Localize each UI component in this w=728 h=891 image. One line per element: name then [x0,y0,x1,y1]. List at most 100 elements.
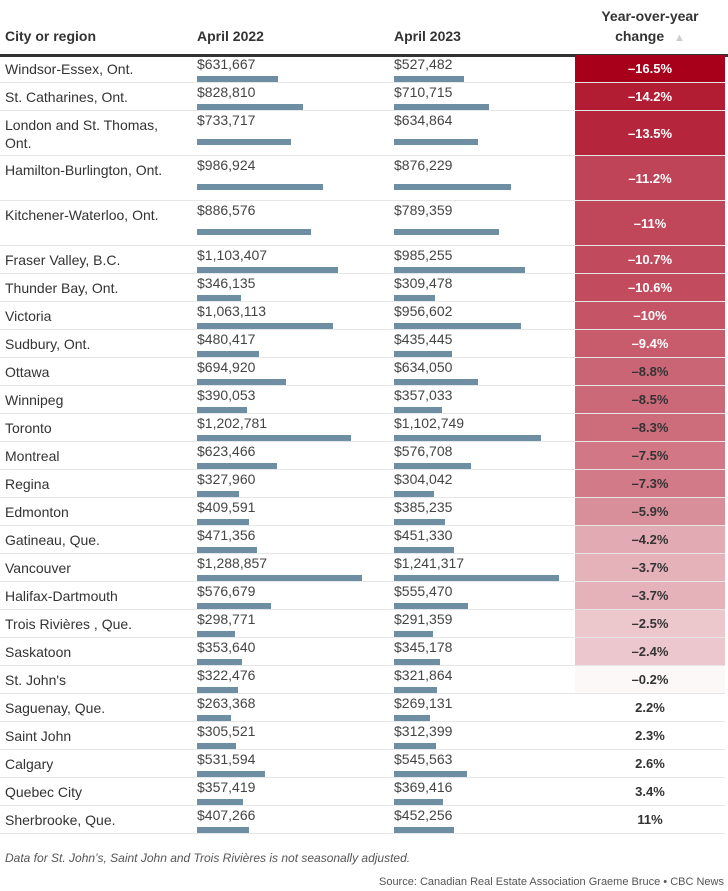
source-credit: Source: Canadian Real Estate Association… [378,876,724,888]
city-name: Thunder Bay, Ont. [5,280,119,296]
table-row: Victoria $1,063,113 $956,602 –10% [0,302,725,330]
price-2023: $527,482 [394,56,453,72]
table-header: City or region April 2022 April 2023 Yea… [0,0,728,57]
bar-2022 [197,139,291,145]
bar-2022 [197,799,243,805]
city-name: Gatineau, Que. [5,532,100,548]
city-name: Vancouver [5,560,71,576]
table-row: Montreal $623,466 $576,708 –7.5% [0,442,725,470]
price-2022: $886,576 [197,202,256,218]
table-row: Thunder Bay, Ont. $346,135 $309,478 –10.6% [0,274,725,302]
footnote: Data for St. John’s, Saint John and Troi… [5,851,411,865]
price-2023: $634,050 [394,359,453,375]
bar-2022 [197,184,324,190]
city-name: Ottawa [5,364,50,380]
table-row: Quebec City $357,419 $369,416 3.4% [0,778,725,806]
price-2023: $985,255 [394,247,453,263]
bar-2023 [394,547,454,553]
city-name: Regina [5,476,50,492]
price-2022: $733,717 [197,112,256,128]
price-2022: $346,135 [197,275,256,291]
header-change-line2[interactable]: change ▲ [575,28,725,44]
bar-2022 [197,295,242,301]
table-row: Ottawa $694,920 $634,050 –8.8% [0,358,725,386]
bar-2023 [394,631,433,637]
city-name: Windsor-Essex, Ont. [5,61,134,77]
change-cell: –8.8% [575,358,725,385]
price-2022: $1,103,407 [197,247,268,263]
city-name: St. John's [5,672,67,688]
price-2022: $390,053 [197,387,256,403]
bar-2023 [394,407,442,413]
price-2022: $986,924 [197,157,256,173]
price-2023: $789,359 [394,202,453,218]
bar-2023 [394,295,436,301]
city-name: Winnipeg [5,392,64,408]
bar-2022 [197,104,304,110]
bar-2022 [197,379,286,385]
price-2023: $357,033 [394,387,453,403]
bar-2023 [394,267,525,273]
table-row: Winnipeg $390,053 $357,033 –8.5% [0,386,725,414]
bar-2023 [394,435,541,441]
city-name: Toronto [5,420,52,436]
table-row: Saguenay, Que. $263,368 $269,131 2.2% [0,694,725,722]
city-name: Hamilton-Burlington, Ont. [5,162,163,178]
price-2023: $304,042 [394,471,453,487]
table-row: St. Catharines, Ont. $828,810 $710,715 –14.… [0,83,725,111]
price-2022: $407,266 [197,807,256,823]
bar-2023 [394,229,499,235]
change-cell: –9.4% [575,330,725,357]
table-row: Windsor-Essex, Ont. $631,667 $527,482 –16.5… [0,55,725,83]
city-name: Trois Rivières , Que. [5,616,133,632]
change-cell: –7.5% [575,442,725,469]
city-name: Kitchener-Waterloo, Ont. [5,207,159,223]
price-2023: $452,256 [394,807,453,823]
table-row: Sudbury, Ont. $480,417 $435,445 –9.4% [0,330,725,358]
price-2022: $1,063,113 [197,303,267,319]
table-row: Fraser Valley, B.C. $1,103,407 $985,255 –10… [0,246,725,274]
bar-2022 [197,743,237,749]
table-row: Toronto $1,202,781 $1,102,749 –8.3% [0,414,725,442]
header-april-2022[interactable]: April 2022 [197,28,264,44]
change-cell: –8.3% [575,414,725,441]
change-cell: –0.2% [575,666,725,693]
price-2022: $263,368 [197,695,256,711]
bar-2023 [394,575,559,581]
header-change[interactable]: Year-over-year [601,8,699,24]
city-name: Saguenay, Que. [5,700,106,716]
bar-2023 [394,76,465,82]
table-row: London and St. Thomas, Ont. $733,717 $634,… [0,111,725,156]
change-cell: –11% [575,201,725,245]
sort-ascending-icon[interactable]: ▲ [674,32,685,44]
bar-2022 [197,631,236,637]
city-name: Quebec City [5,784,83,800]
price-2023: $369,416 [394,779,453,795]
bar-2023 [394,184,511,190]
price-2023: $309,478 [394,275,453,291]
bar-2023 [394,323,522,329]
header-april-2023[interactable]: April 2023 [394,28,461,44]
price-2022: $357,419 [197,779,256,795]
table-row: Saskatoon $353,640 $345,178 –2.4% [0,638,725,666]
change-cell: –2.5% [575,610,725,637]
bar-2022 [197,575,362,581]
price-2023: $576,708 [394,443,453,459]
change-cell: –11.2% [575,156,725,200]
city-name: Sudbury, Ont. [5,336,91,352]
bar-2022 [197,229,311,235]
change-cell: –16.5% [575,55,725,82]
bar-2023 [394,827,455,833]
change-cell: –10.7% [575,246,725,273]
bar-2022 [197,659,243,665]
table-row: St. John's $322,476 $321,864 –0.2% [0,666,725,694]
change-cell: 2.3% [635,728,665,743]
change-cell: –3.7% [575,554,725,581]
price-2022: $298,771 [197,611,256,627]
price-2023: $634,864 [394,112,453,128]
city-name: St. Catharines, Ont. [5,89,128,105]
price-2022: $480,417 [197,331,256,347]
table-row: Regina $327,960 $304,042 –7.3% [0,470,725,498]
bar-2022 [197,827,250,833]
header-city[interactable]: City or region [5,28,97,44]
